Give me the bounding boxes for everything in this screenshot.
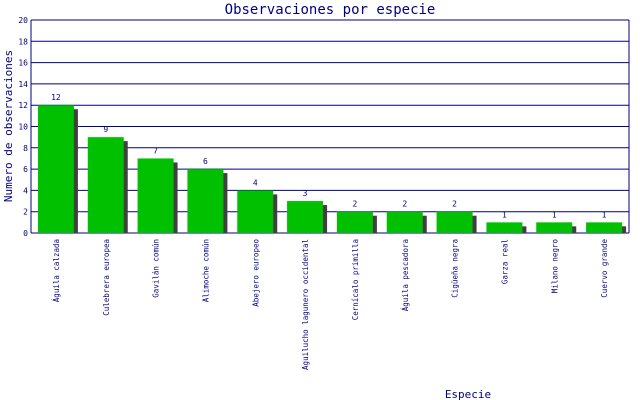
bar (287, 201, 324, 233)
y-tick-label: 8 (23, 144, 28, 153)
y-tick-label: 6 (23, 165, 28, 174)
bar (37, 105, 74, 233)
bar (336, 211, 373, 233)
bar (187, 169, 224, 233)
x-tick-label: Aguilucho lagunero occidental (301, 239, 310, 370)
y-tick-label: 14 (18, 80, 28, 89)
x-tick-label: Culebrera europea (102, 239, 111, 316)
bar (586, 222, 623, 233)
y-tick-label: 2 (23, 208, 28, 217)
y-tick-label: 20 (18, 16, 28, 25)
y-tick-label: 4 (23, 186, 28, 195)
bar (87, 137, 124, 233)
data-label: 4 (253, 178, 258, 187)
bars (37, 105, 627, 233)
data-label: 6 (203, 157, 208, 166)
chart-title: Observaciones por especie (225, 2, 436, 18)
data-label: 12 (51, 93, 61, 102)
x-tick-label: Garza real (500, 239, 509, 284)
x-tick-labels: Águila calzada Culebrera europea Gavilán c… (52, 239, 609, 370)
y-tick-label: 18 (18, 37, 28, 46)
data-label: 1 (552, 210, 557, 219)
x-tick-label: Águila calzada (52, 239, 61, 302)
y-tick-label: 16 (18, 59, 28, 68)
bar (237, 190, 274, 233)
x-tick-label: Abejero europeo (251, 239, 260, 307)
y-tick-label: 12 (18, 101, 28, 110)
y-tick-labels: 0 2 4 6 8 10 12 14 16 18 20 (18, 16, 28, 238)
bar (486, 222, 523, 233)
grid (30, 19, 630, 234)
data-label: 1 (602, 210, 607, 219)
x-tick-label: Alimoche común (201, 239, 210, 302)
data-label: 2 (452, 200, 457, 209)
data-label: 7 (153, 146, 158, 155)
x-tick-label: Cernícalo primilla (351, 239, 360, 320)
x-tick-label: Milano negro (550, 239, 559, 294)
bar (536, 222, 573, 233)
data-label: 9 (103, 125, 108, 134)
x-tick-label: Gavilán común (152, 239, 161, 298)
bar (436, 211, 473, 233)
data-label: 2 (353, 200, 358, 209)
x-axis-label: Especie (445, 388, 491, 400)
y-tick-label: 0 (23, 229, 28, 238)
data-label: 1 (502, 210, 507, 219)
data-labels: 12 9 7 6 4 3 2 2 2 1 1 1 (51, 93, 607, 219)
x-tick-label: Cigüeña negra (451, 239, 460, 298)
x-tick-label: Cuervo grande (600, 239, 609, 298)
bar (137, 158, 174, 233)
data-label: 3 (303, 189, 308, 198)
bar (386, 211, 423, 233)
y-axis-label: Numero de observaciones (2, 50, 15, 202)
x-tick-label: Águila pescadora (401, 239, 410, 311)
data-label: 2 (402, 200, 407, 209)
y-tick-label: 10 (18, 123, 28, 132)
